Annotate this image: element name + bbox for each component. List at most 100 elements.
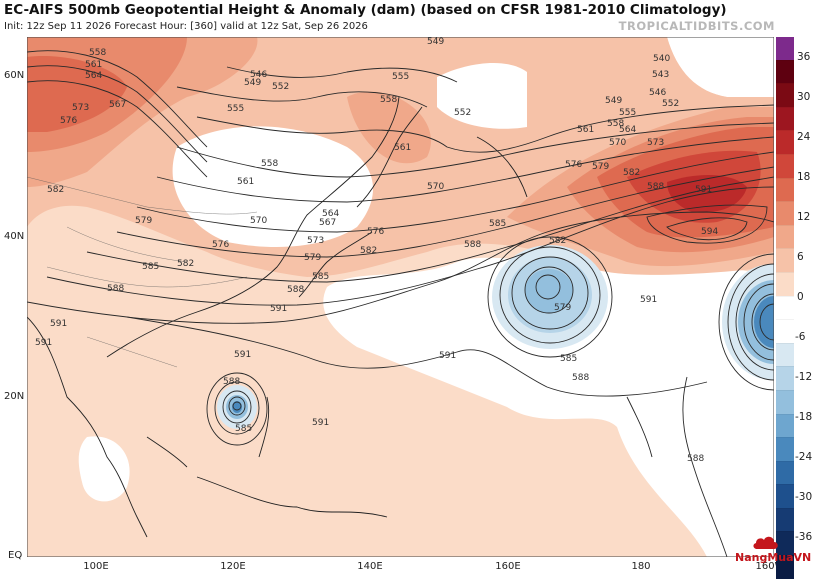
- colorbar-segment: [776, 37, 794, 60]
- lat-label-60n: 60N: [4, 70, 25, 81]
- svg-text:561: 561: [237, 177, 254, 187]
- svg-text:588: 588: [107, 284, 124, 294]
- colorbar-segment: [776, 531, 794, 556]
- svg-text:579: 579: [554, 303, 571, 313]
- colorbar-label: -12: [795, 371, 813, 383]
- logo: NangMuaVN: [721, 531, 811, 567]
- svg-text:555: 555: [619, 108, 636, 118]
- colorbar-segment: [776, 437, 794, 461]
- lat-label-20n: 20N: [4, 391, 25, 402]
- svg-text:573: 573: [72, 103, 89, 113]
- svg-text:588: 588: [287, 285, 304, 295]
- colorbar-segment: [776, 201, 794, 225]
- svg-text:576: 576: [212, 240, 229, 250]
- lon-label-160w: 160W: [755, 561, 785, 572]
- colorbar-label: -18: [795, 411, 813, 423]
- svg-text:570: 570: [609, 138, 626, 148]
- colorbar: [776, 37, 794, 579]
- svg-text:576: 576: [565, 160, 582, 170]
- svg-text:552: 552: [454, 108, 471, 118]
- svg-text:552: 552: [272, 82, 289, 92]
- svg-text:576: 576: [60, 116, 77, 126]
- cloud-icon: [753, 536, 778, 549]
- svg-text:561: 561: [394, 143, 411, 153]
- colorbar-segment: [776, 59, 794, 84]
- svg-text:591: 591: [35, 338, 52, 348]
- svg-text:585: 585: [142, 262, 159, 272]
- colorbar-segment: [776, 130, 794, 154]
- svg-text:582: 582: [177, 259, 194, 269]
- colorbar-segment: [776, 248, 794, 272]
- svg-text:555: 555: [227, 104, 244, 114]
- lon-label-100e: 100E: [83, 561, 109, 572]
- svg-text:549: 549: [244, 78, 261, 88]
- svg-text:579: 579: [135, 216, 152, 226]
- colorbar-segment: [776, 507, 794, 532]
- svg-text:561: 561: [85, 60, 102, 70]
- svg-text:558: 558: [380, 95, 397, 105]
- colorbar-label: 12: [797, 211, 811, 223]
- svg-text:579: 579: [592, 162, 609, 172]
- svg-text:591: 591: [312, 418, 329, 428]
- colorbar-segment: [776, 413, 794, 438]
- svg-text:591: 591: [50, 319, 67, 329]
- lon-label-140e: 140E: [357, 561, 383, 572]
- colorbar-label: -24: [795, 451, 813, 463]
- svg-text:573: 573: [307, 236, 324, 246]
- colorbar-label: 0: [797, 291, 804, 303]
- svg-text:546: 546: [250, 70, 267, 80]
- svg-text:564: 564: [619, 125, 636, 135]
- svg-text:546: 546: [649, 88, 666, 98]
- lat-label-40n: 40N: [4, 231, 25, 242]
- svg-text:588: 588: [647, 182, 664, 192]
- colorbar-segment: [776, 224, 794, 249]
- svg-text:555: 555: [392, 72, 409, 82]
- svg-text:549: 549: [427, 37, 444, 47]
- logo-text: NangMuaVN: [735, 551, 812, 564]
- svg-text:588: 588: [223, 377, 240, 387]
- colorbar-segment: [776, 366, 794, 390]
- colorbar-segment: [776, 460, 794, 485]
- svg-text:582: 582: [47, 185, 64, 195]
- lon-label-160e: 160E: [495, 561, 521, 572]
- svg-text:585: 585: [560, 354, 577, 364]
- colorbar-label: -36: [795, 531, 813, 543]
- svg-text:585: 585: [312, 272, 329, 282]
- colorbar-segment: [776, 342, 794, 367]
- colorbar-label: -6: [795, 331, 806, 343]
- colorbar-label: 30: [797, 91, 811, 103]
- colorbar-segment: [776, 177, 794, 202]
- svg-text:549: 549: [605, 96, 622, 106]
- svg-text:567: 567: [109, 100, 126, 110]
- brand-watermark: TROPICALTIDBITS.COM: [618, 19, 775, 33]
- lon-label-180: 180: [631, 561, 651, 572]
- svg-text:558: 558: [261, 159, 278, 169]
- colorbar-segment: [776, 389, 794, 414]
- svg-text:570: 570: [250, 216, 267, 226]
- svg-text:561: 561: [577, 125, 594, 135]
- svg-text:582: 582: [623, 168, 640, 178]
- svg-text:558: 558: [607, 119, 624, 129]
- svg-text:543: 543: [652, 70, 669, 80]
- svg-text:588: 588: [687, 454, 704, 464]
- svg-text:540: 540: [653, 54, 670, 64]
- svg-text:591: 591: [439, 351, 456, 361]
- svg-text:564: 564: [322, 209, 339, 219]
- svg-text:585: 585: [235, 424, 252, 434]
- svg-text:558: 558: [89, 48, 106, 58]
- colorbar-label: 36: [797, 51, 811, 63]
- svg-text:591: 591: [695, 185, 712, 195]
- lon-label-120e: 120E: [220, 561, 246, 572]
- svg-text:570: 570: [427, 182, 444, 192]
- svg-text:591: 591: [234, 350, 251, 360]
- lat-label-eq: EQ: [8, 550, 23, 561]
- colorbar-segment: [776, 295, 794, 320]
- svg-text:582: 582: [549, 236, 566, 246]
- svg-text:564: 564: [85, 71, 102, 81]
- colorbar-segment: [776, 106, 794, 131]
- colorbar-segment: [776, 153, 794, 178]
- colorbar-segment: [776, 484, 794, 508]
- colorbar-segment: [776, 271, 794, 296]
- colorbar-label: 24: [797, 131, 811, 143]
